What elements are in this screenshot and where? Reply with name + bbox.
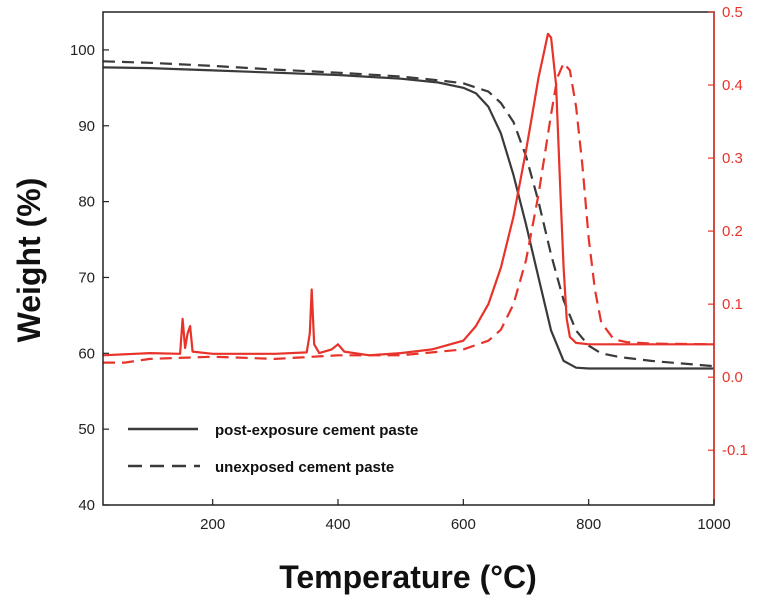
plot-lines xyxy=(102,32,715,370)
y-right-tick-label: 0.2 xyxy=(722,223,743,240)
y-right-tick-label: 0.5 xyxy=(722,4,743,21)
y-left-tick-label: 70 xyxy=(78,269,95,286)
series-line-2 xyxy=(102,32,714,357)
series-line-0 xyxy=(102,66,714,370)
y-left-tick-label: 100 xyxy=(70,42,95,59)
y-left-tick-label: 80 xyxy=(78,194,95,211)
y-axis-title: Weight (%) xyxy=(11,178,47,343)
x-tick-label: 600 xyxy=(451,516,476,533)
y-left-tick-label: 60 xyxy=(78,345,95,362)
legend-label-unexposed: unexposed cement paste xyxy=(215,459,394,476)
series-line-1 xyxy=(102,60,715,368)
x-tick-label: 400 xyxy=(325,516,350,533)
y-left-tick-label: 50 xyxy=(78,421,95,438)
y-right-tick-label: 0.0 xyxy=(722,369,743,386)
y-right-tick-label: 0.4 xyxy=(722,77,743,94)
series-line-3 xyxy=(103,62,715,364)
axis-tick-labels: 200 400 600 800 1000 40 50 60 70 80 90 100 -0.1 0.0 0.… xyxy=(70,4,748,533)
axis-ticks xyxy=(103,11,715,506)
y-right-tick-label: -0.1 xyxy=(722,442,748,459)
legend: post-exposure cement paste unexposed cem… xyxy=(128,422,418,476)
legend-label-post-exposure: post-exposure cement paste xyxy=(215,422,418,439)
y-right-tick-label: 0.1 xyxy=(722,296,743,313)
y-left-tick-label: 90 xyxy=(78,118,95,135)
x-tick-label: 1000 xyxy=(697,516,730,533)
x-axis-title: Temperature (°C) xyxy=(279,559,537,595)
x-tick-label: 200 xyxy=(200,516,225,533)
y-right-tick-label: 0.3 xyxy=(722,150,743,167)
x-tick-label: 800 xyxy=(576,516,601,533)
y-left-tick-label: 40 xyxy=(78,497,95,514)
